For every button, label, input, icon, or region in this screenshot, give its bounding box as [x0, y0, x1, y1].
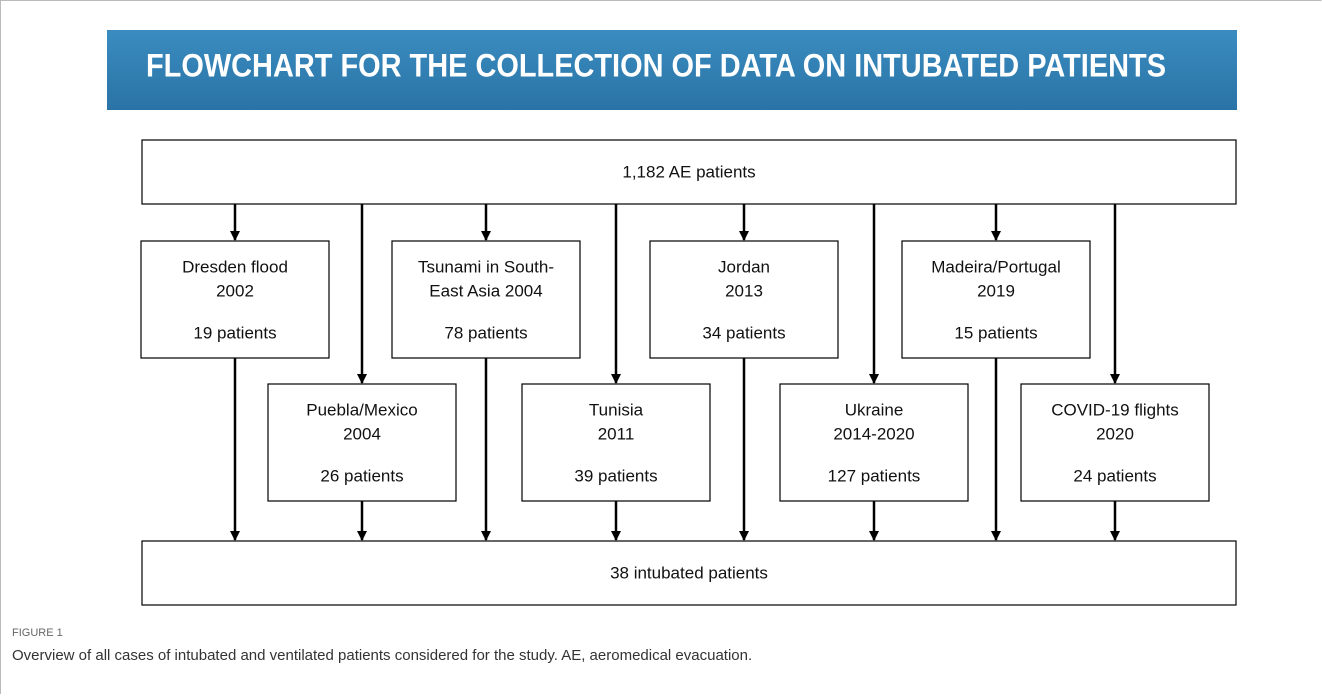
- target-box: [141, 540, 1237, 606]
- node-line: 2002: [216, 281, 254, 300]
- node-line: 2004: [343, 424, 381, 443]
- nodes: Dresden flood 2002 19 patients Puebla/Mexic…: [140, 204, 1210, 541]
- node-line: 2011: [598, 424, 635, 443]
- node-count: 78 patients: [444, 323, 527, 342]
- node-count: 39 patients: [574, 466, 657, 485]
- node-count: 26 patients: [320, 466, 403, 485]
- node-box: [391, 240, 581, 359]
- node-count: 24 patients: [1073, 466, 1156, 485]
- node-line: 2019: [977, 281, 1015, 300]
- node-box: [901, 240, 1091, 359]
- target-label: 38 intubated patients: [610, 563, 768, 582]
- node-line: East Asia 2004: [429, 281, 542, 300]
- node-line: 2020: [1096, 424, 1134, 443]
- node-line: Dresden flood: [182, 257, 288, 276]
- node-line: Tunisia: [589, 400, 644, 419]
- node-count: 19 patients: [193, 323, 276, 342]
- caption-label: FIGURE 1: [12, 627, 63, 639]
- caption-text: Overview of all cases of intubated and v…: [12, 647, 752, 664]
- node-box: [521, 383, 711, 502]
- node-line: Jordan: [718, 257, 770, 276]
- node-box: [140, 240, 330, 359]
- source-label: 1,182 AE patients: [622, 162, 755, 181]
- node-line: COVID-19 flights: [1051, 400, 1179, 419]
- node-line: 2014-2020: [833, 424, 914, 443]
- node-line: 2013: [725, 281, 763, 300]
- title: FLOWCHART FOR THE COLLECTION OF DATA ON …: [146, 47, 1166, 83]
- node-line: Puebla/Mexico: [306, 400, 418, 419]
- source-box: [141, 139, 1237, 205]
- node-box: [267, 383, 457, 502]
- node-count: 34 patients: [702, 323, 785, 342]
- node-line: Tsunami in South-: [418, 257, 554, 276]
- node-line: Madeira/Portugal: [931, 257, 1060, 276]
- node-box: [1020, 383, 1210, 502]
- node-count: 127 patients: [828, 466, 921, 485]
- node-box: [779, 383, 969, 502]
- title-banner: [107, 30, 1237, 110]
- node-line: Ukraine: [845, 400, 904, 419]
- node-box: [649, 240, 839, 359]
- node-count: 15 patients: [954, 323, 1037, 342]
